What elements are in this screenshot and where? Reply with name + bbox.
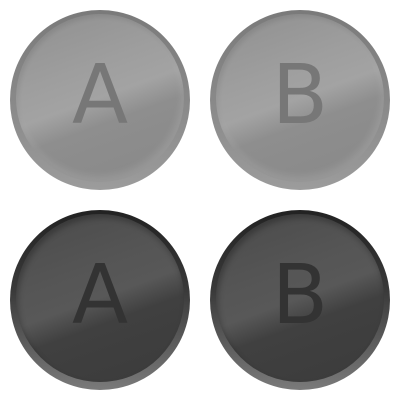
b-button-light[interactable]: B [210, 10, 390, 190]
a-button-dark[interactable]: A [10, 210, 190, 390]
b-button-label: B [271, 48, 329, 143]
button-face [16, 214, 184, 382]
a-button-light[interactable]: A [10, 10, 190, 190]
a-button-label: A [71, 248, 129, 343]
button-face [216, 14, 384, 182]
button-face [16, 14, 184, 182]
b-button-label: B [271, 248, 329, 343]
b-button-dark[interactable]: B [210, 210, 390, 390]
button-face [216, 214, 384, 382]
a-button-label: A [71, 48, 129, 143]
